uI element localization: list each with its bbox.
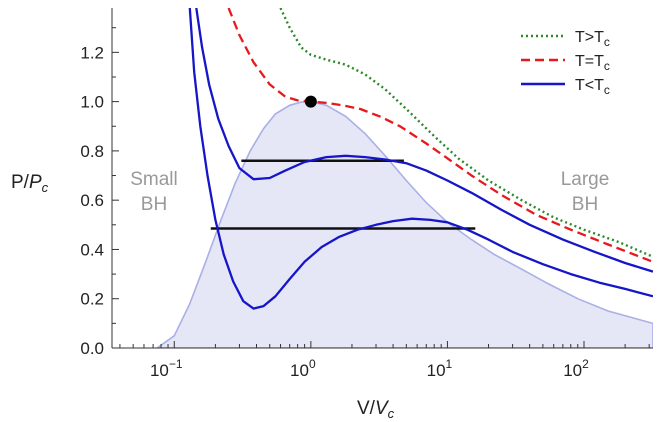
large-bh-label-line2: BH [572, 194, 598, 215]
x-tick-base-3: 10 [563, 361, 582, 380]
legend-text-1: T=T [575, 53, 604, 70]
x-tick-base-0: 10 [150, 361, 169, 380]
legend-label-solid: T<Tc [575, 77, 610, 97]
isotherm-solid-3 [188, 8, 653, 310]
legend-label-dotted: T>Tc [575, 29, 610, 49]
y-tick-label-0: 0.0 [80, 339, 104, 358]
x-tick-label-0: 10−1 [150, 357, 183, 380]
small-bh-label-line1: Small [130, 169, 178, 190]
x-tick-exp-0: −1 [169, 357, 183, 371]
isotherm-dashed-1 [227, 8, 653, 263]
x-tick-base-1: 10 [290, 361, 309, 380]
y-tick-label-5: 1.0 [80, 93, 104, 112]
y-axis-label-italic: P [29, 172, 42, 193]
x-axis-label: V/Vc [357, 398, 395, 421]
legend-sub-0: c [604, 35, 610, 49]
y-axis-label-letter: P/ [11, 172, 30, 193]
x-tick-label-1: 100 [290, 357, 316, 380]
y-tick-label-6: 1.2 [80, 43, 104, 62]
legend-sub-1: c [604, 59, 610, 73]
y-axis-label-sub: c [42, 180, 49, 195]
isotherms-layer [188, 8, 653, 310]
x-tick-base-2: 10 [427, 361, 446, 380]
y-tick-label-1: 0.2 [80, 290, 104, 309]
x-tick-exp-2: 1 [446, 357, 453, 371]
x-tick-exp-1: 0 [309, 357, 316, 371]
x-axis-label-sub: c [388, 406, 395, 421]
critical-point [304, 95, 317, 108]
y-tick-label-2: 0.4 [80, 240, 104, 259]
x-tick-exp-3: 2 [582, 357, 589, 371]
x-axis-label-letter: V/ [357, 398, 376, 419]
legend-label-dashed: T=Tc [575, 53, 610, 73]
legend: T>TcT=TcT<Tc [521, 29, 610, 97]
coexistence-region [155, 100, 653, 348]
x-tick-label-3: 102 [563, 357, 589, 380]
large-bh-label-line1: Large [561, 169, 610, 190]
y-tick-label-3: 0.6 [80, 191, 104, 210]
legend-sub-2: c [604, 83, 610, 97]
legend-text-0: T>T [575, 29, 604, 46]
coexistence-region-layer [155, 100, 653, 348]
y-axis-label: P/Pc [11, 172, 49, 195]
tick-layer: 0.00.20.40.60.81.01.210−1 100 101 102 [80, 27, 650, 380]
small-bh-label-line2: BH [141, 194, 167, 215]
y-tick-label-4: 0.8 [80, 142, 104, 161]
x-tick-label-2: 101 [427, 357, 453, 380]
coexistence-lines-layer [210, 159, 476, 230]
legend-text-2: T<T [575, 77, 604, 94]
critical-point-layer [304, 95, 317, 108]
x-axis-label-italic: V [375, 398, 390, 419]
isotherm-solid-2 [195, 8, 653, 273]
